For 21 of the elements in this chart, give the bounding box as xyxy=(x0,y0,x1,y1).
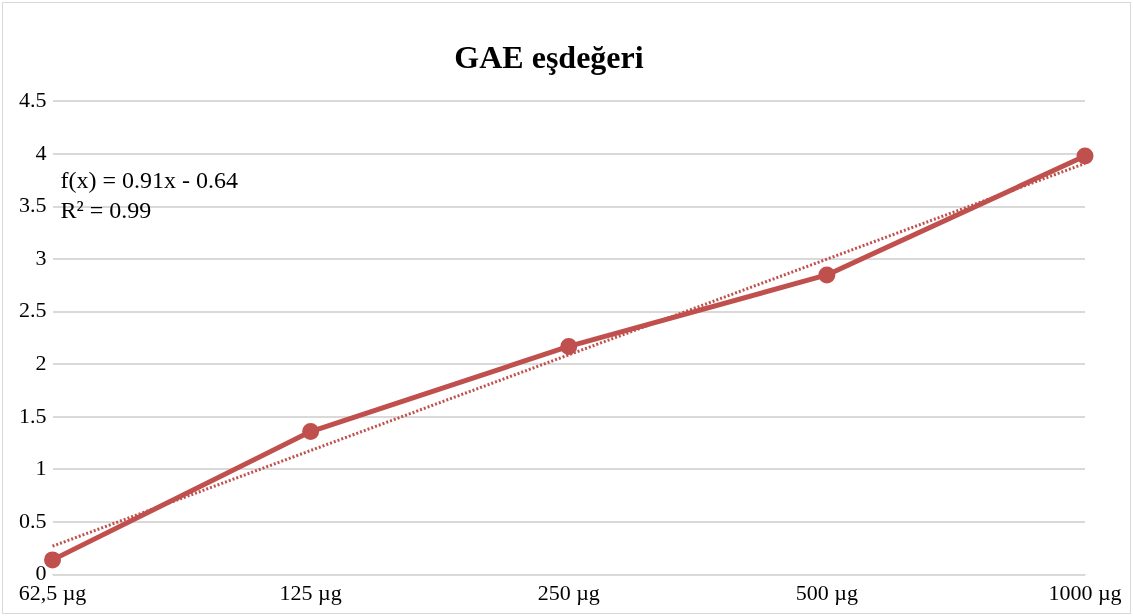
y-tick-label: 1.5 xyxy=(19,402,47,428)
point xyxy=(1076,147,1094,165)
y-tick-label: 3.5 xyxy=(19,192,47,218)
y-tick-label: 4 xyxy=(35,139,47,165)
x-tick-label: 250 µg xyxy=(537,579,600,605)
y-tick-label: 2.5 xyxy=(19,297,47,323)
chart-title: GAE eşdeğeri xyxy=(454,39,644,76)
point xyxy=(560,337,578,355)
y-tick-label: 3 xyxy=(35,244,47,270)
y-tick-label: 4.5 xyxy=(19,87,47,113)
x-tick-label: 1000 µg xyxy=(1048,579,1122,605)
point xyxy=(818,266,836,284)
annotation: f(x) = 0.91x - 0.64 xyxy=(60,166,239,193)
x-tick-label: 125 µg xyxy=(279,579,342,605)
y-tick-label: 1 xyxy=(35,455,47,481)
annotation: R² = 0.99 xyxy=(60,196,152,223)
x-tick-label: 500 µg xyxy=(795,579,858,605)
y-tick-label: 2 xyxy=(35,350,47,376)
point xyxy=(44,551,61,569)
point xyxy=(302,423,320,441)
y-tick-label: 0.5 xyxy=(19,507,47,533)
